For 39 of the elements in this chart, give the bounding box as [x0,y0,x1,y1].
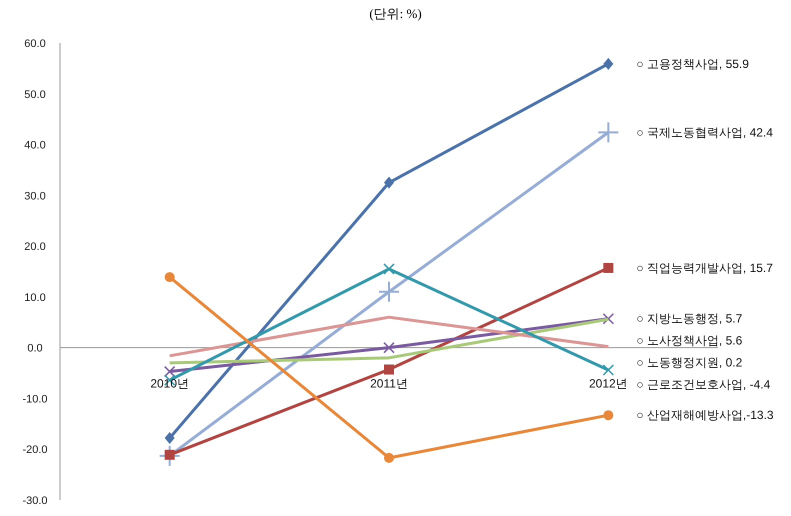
point [384,176,394,189]
x-tick-label: 2012년 [588,376,628,391]
point [164,272,175,282]
point [378,280,400,303]
annotation: ○ 노동행정지원, 0.2 [636,356,743,370]
point [384,364,394,374]
y-tick-label: 10.0 [24,292,46,304]
point [164,366,176,378]
y-tick-label: 50.0 [24,88,46,101]
y-tick-label: -10.0 [22,393,48,406]
x-tick-label: 2011년 [370,376,408,391]
point [384,452,394,463]
y-tick-label: 30.0 [24,190,46,202]
annotation: ○ 근로조건보호사업, -4.4 [636,378,771,392]
y-tick-label: -30.0 [22,495,48,507]
annotation: ○ 산업재해예방사업,-13.3 [636,408,774,422]
annotation: ○ 직업능력개발사업, 15.7 [636,260,774,275]
point [383,342,395,354]
point [602,312,614,324]
y-tick-label: 40.0 [24,140,46,152]
point [602,364,614,376]
point [158,444,181,467]
point [597,121,620,144]
y-tick-label: -20.0 [22,444,48,456]
annotation: ○ 노사정책사업, 5.6 [636,334,743,348]
point [603,410,614,420]
point [164,450,175,460]
point [383,263,395,275]
chart-title: (단위: %) [369,6,422,21]
annotation: ○ 지방노동행정, 5.7 [636,312,743,326]
point [603,262,614,273]
x-tick-label: 2010년 [150,376,190,391]
annotation: ○ 고용정책사업, 55.9 [636,56,750,71]
annotation: ○ 국제노동협력사업, 42.4 [636,125,774,140]
y-tick-label: 0.0 [27,342,43,355]
point [603,58,614,70]
y-tick-label: 60.0 [24,38,46,50]
y-tick-label: 20.0 [24,241,46,254]
point [164,432,175,444]
